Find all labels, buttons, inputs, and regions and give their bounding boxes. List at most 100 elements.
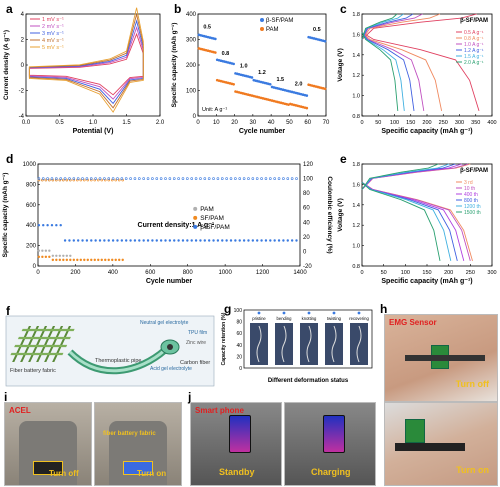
emg-title: EMG Sensor bbox=[389, 318, 437, 327]
y-tick-label: 1.2 bbox=[352, 223, 360, 229]
legend-swatch bbox=[260, 18, 264, 22]
state-label: twisting bbox=[327, 316, 342, 321]
y-tick-label: 200 bbox=[26, 244, 37, 250]
capacity-point bbox=[64, 239, 66, 241]
x-axis-label: Cycle number bbox=[239, 128, 286, 135]
ce-point bbox=[195, 178, 197, 180]
ce-point bbox=[217, 178, 219, 180]
capacity-point bbox=[225, 239, 227, 241]
emg-photo-off: EMG Sensor Turn off bbox=[384, 314, 498, 402]
capacity-point bbox=[121, 239, 123, 241]
y-tick-label: 40 bbox=[236, 343, 242, 349]
x-tick-label: 0 bbox=[360, 120, 363, 126]
capacity-point bbox=[59, 255, 61, 257]
y2-axis-label: Coulombic efficiency (%) bbox=[326, 176, 333, 253]
acel-photo-off: ACEL Turn off bbox=[4, 402, 92, 486]
y-tick-label: 600 bbox=[26, 203, 37, 209]
y-tick-label: 1.0 bbox=[352, 244, 360, 250]
capacity-point bbox=[256, 239, 258, 241]
x-tick-label: 200 bbox=[444, 270, 453, 276]
ce-point bbox=[274, 178, 276, 180]
capacity-point bbox=[62, 255, 64, 257]
capacity-point bbox=[55, 259, 57, 261]
capacity-point bbox=[38, 250, 40, 252]
capacity-point bbox=[278, 239, 280, 241]
capacity-point bbox=[169, 239, 171, 241]
x-tick-label: 400 bbox=[108, 270, 119, 276]
x-tick-label: 70 bbox=[323, 120, 330, 126]
emg-photo-on: Turn on bbox=[384, 402, 498, 486]
capacity-point bbox=[156, 239, 158, 241]
capacity-point bbox=[243, 239, 245, 241]
x-tick-label: 0 bbox=[36, 270, 40, 276]
rate-point bbox=[214, 38, 217, 41]
legend-swatch bbox=[193, 207, 197, 211]
x-tick-label: 600 bbox=[145, 270, 156, 276]
y2-tick-label: 120 bbox=[303, 162, 314, 168]
rate-point bbox=[324, 40, 327, 43]
capacity-point bbox=[41, 250, 43, 252]
legend-swatch bbox=[260, 27, 264, 31]
capacity-point bbox=[99, 239, 101, 241]
phone bbox=[323, 415, 345, 453]
ce-point bbox=[165, 178, 167, 180]
capacity-point bbox=[104, 259, 106, 261]
capacity-point bbox=[160, 239, 162, 241]
capacity-point bbox=[247, 239, 249, 241]
ce-point bbox=[287, 178, 289, 180]
legend-label: 1500 th bbox=[464, 210, 481, 216]
capacity-point bbox=[76, 259, 78, 261]
x-tick-label: 200 bbox=[70, 270, 81, 276]
cv-chart: 0.0 0.5 1.0 1.5 2.0 4 2 0 -2 -4 Potential (V) Curre… bbox=[0, 0, 168, 150]
capacity-point bbox=[273, 239, 275, 241]
y-tick-label: 1.8 bbox=[352, 162, 360, 168]
panel-g: g 100 80 60 40 20 0 Capacity retention (%) Diff… bbox=[218, 300, 378, 390]
ce-point bbox=[226, 178, 228, 180]
capacity-point bbox=[111, 259, 113, 261]
ce-point bbox=[47, 178, 49, 180]
capacity-point bbox=[90, 259, 92, 261]
x-tick-label: 100 bbox=[390, 120, 399, 126]
ce-point bbox=[116, 178, 118, 180]
y-tick-label: 100 bbox=[234, 308, 243, 314]
capacity-point bbox=[68, 239, 70, 241]
x-tick-label: 150 bbox=[406, 120, 415, 126]
chart-title: β-SF/PAM bbox=[460, 168, 488, 174]
ce-point bbox=[252, 178, 254, 180]
x-tick-label: 250 bbox=[439, 120, 448, 126]
state-label: pristine bbox=[252, 316, 266, 321]
retention-point bbox=[333, 312, 336, 315]
rate-point bbox=[214, 51, 217, 54]
capacity-point bbox=[42, 224, 44, 226]
acel-status-off: Turn off bbox=[49, 469, 79, 478]
ce-point bbox=[64, 178, 66, 180]
y2-tick-label: 40 bbox=[303, 220, 310, 226]
panel-i: i ACEL Turn off fiber battery fabric Tur… bbox=[0, 392, 184, 487]
ce-point bbox=[278, 178, 280, 180]
capacity-point bbox=[80, 259, 82, 261]
capacity-point bbox=[142, 239, 144, 241]
panel-label-c: c bbox=[340, 2, 347, 16]
fabric-label: fiber battery fabric bbox=[103, 431, 156, 437]
ce-point bbox=[134, 178, 136, 180]
x-tick-label: 1.0 bbox=[89, 120, 98, 126]
ce-point bbox=[169, 178, 171, 180]
rate-label: 1.0 bbox=[240, 63, 248, 69]
capacity-point bbox=[118, 259, 120, 261]
capacity-point bbox=[151, 239, 153, 241]
discharge-curve bbox=[362, 182, 457, 261]
x-tick-label: 0.0 bbox=[22, 120, 31, 126]
panel-label-d: d bbox=[6, 152, 13, 166]
capacity-point bbox=[217, 239, 219, 241]
x-tick-label: 50 bbox=[381, 270, 387, 276]
x-tick-label: 60 bbox=[304, 120, 311, 126]
y2-tick-label: -20 bbox=[303, 264, 312, 270]
y-tick-label: 1000 bbox=[23, 162, 37, 168]
capacity-point bbox=[45, 250, 47, 252]
rate-point bbox=[306, 107, 309, 110]
capacity-point bbox=[199, 239, 201, 241]
legend-label: 4 mV s⁻¹ bbox=[42, 38, 64, 44]
y-tick-label: 200 bbox=[186, 63, 197, 69]
phone-status-standby: Standby bbox=[219, 467, 255, 477]
rate-chart: 0 10 20 30 40 50 60 704003002001000Cycle number… bbox=[168, 0, 334, 150]
